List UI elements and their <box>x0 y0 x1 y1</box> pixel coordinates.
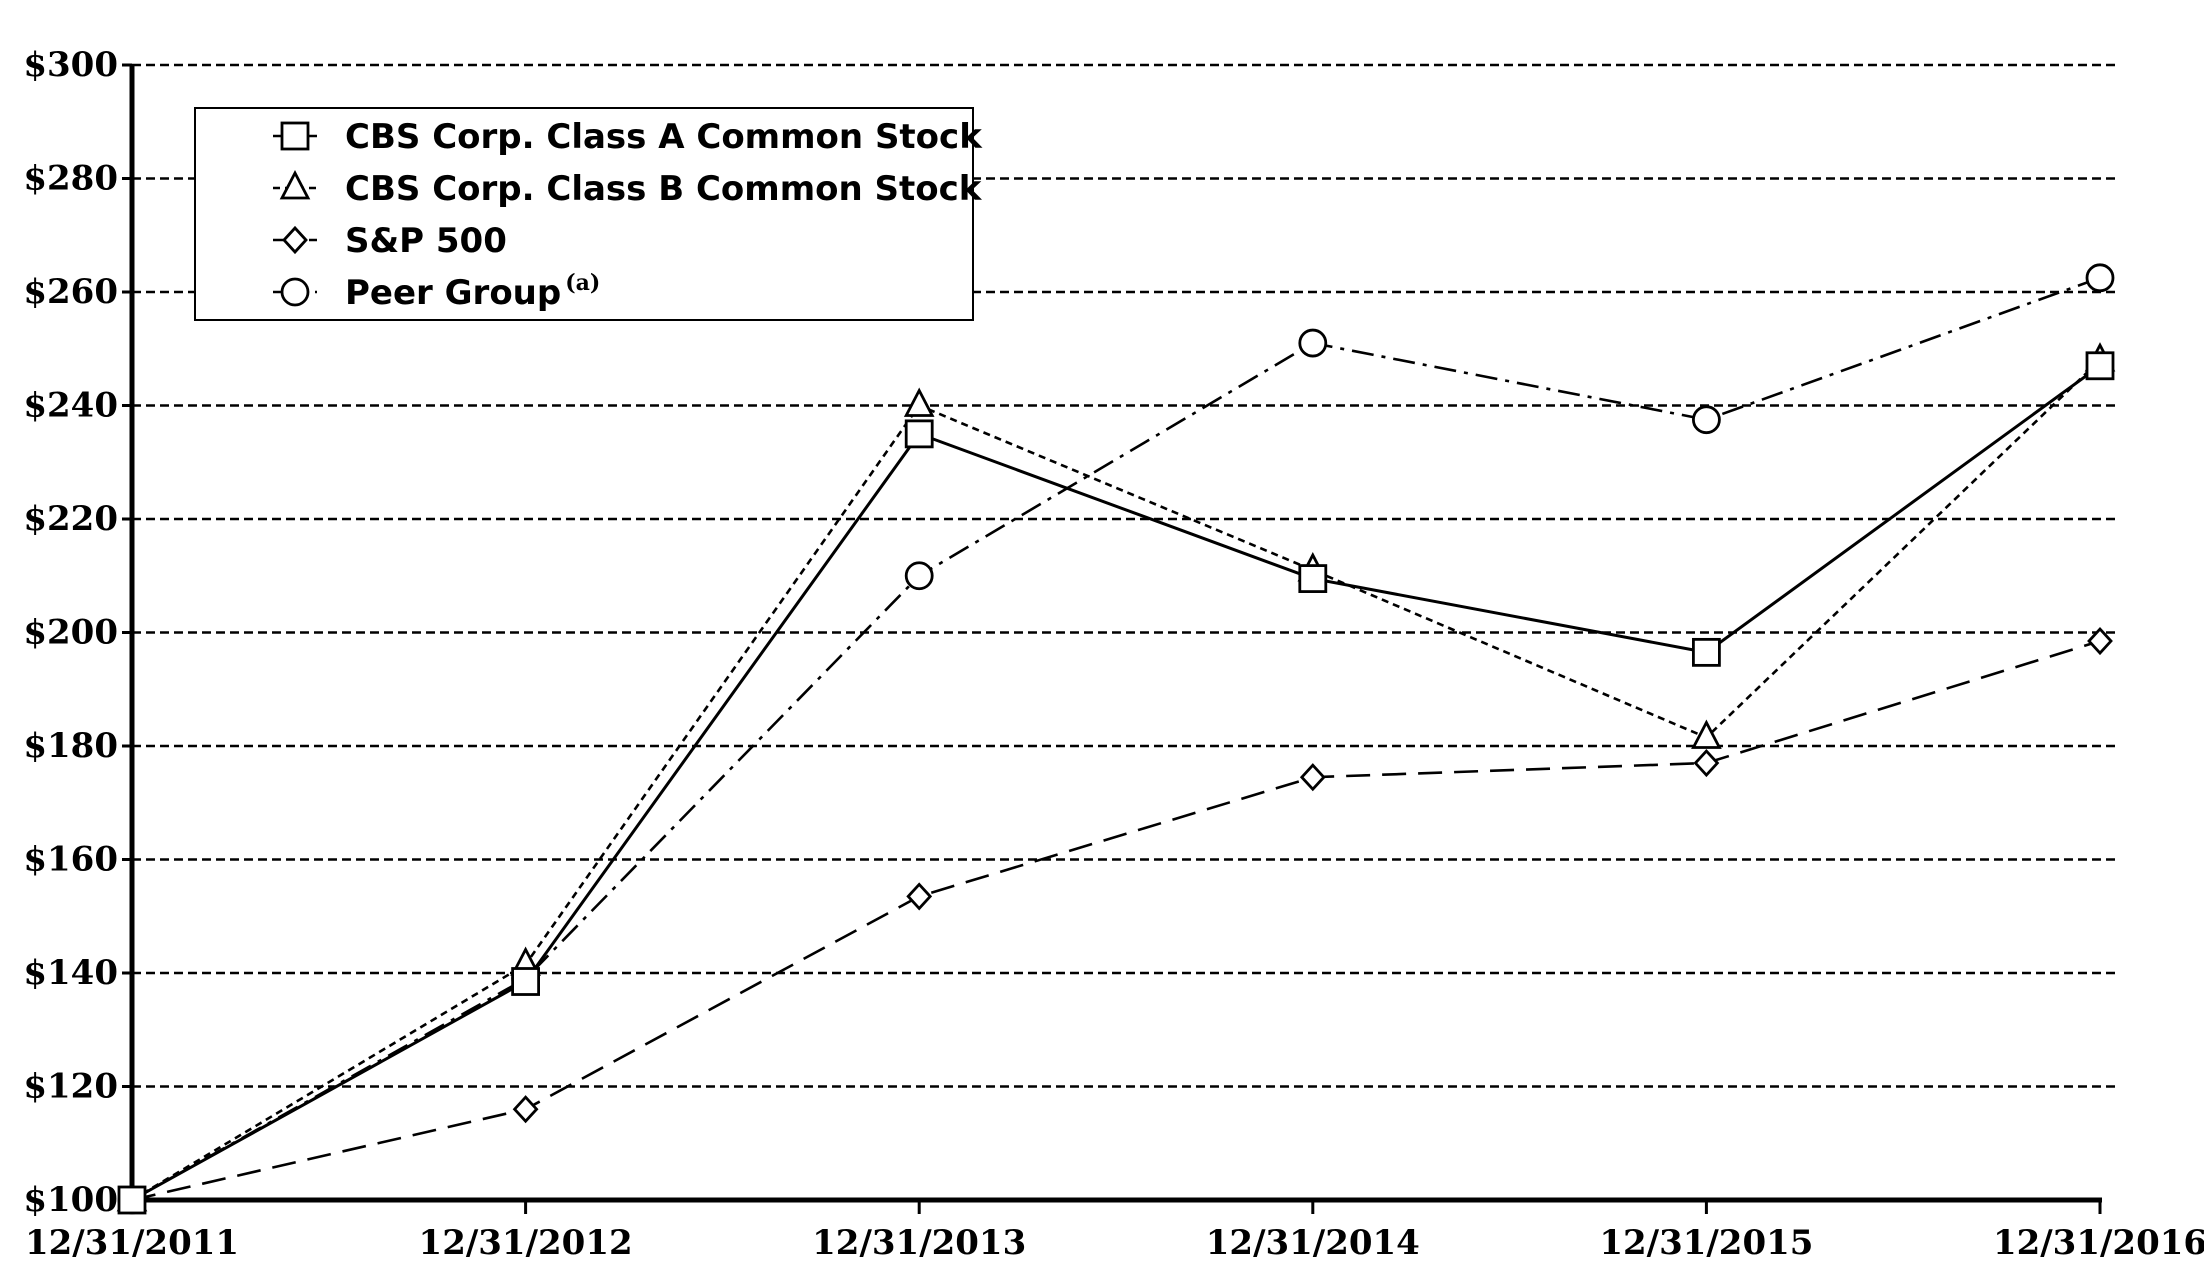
data-point-circle <box>904 561 934 591</box>
x-tick-label: 12/31/2014 <box>1206 1223 1420 1263</box>
legend: CBS Corp. Class A Common Stock CBS Corp. … <box>194 107 983 321</box>
series-square <box>131 364 2101 1202</box>
y-tick-label: $280 <box>23 159 118 199</box>
x-tick-label: 12/31/2015 <box>1599 1223 1813 1263</box>
legend-box <box>194 107 974 321</box>
data-point-diamond <box>282 225 308 255</box>
x-tick-label: 12/31/2012 <box>419 1223 633 1263</box>
series-line <box>131 276 2101 1202</box>
legend-entry: S&P 500 <box>273 221 507 261</box>
series-markers-circle <box>117 263 2115 1215</box>
data-point-diamond <box>2087 626 2113 656</box>
legend-label: S&P 500 <box>345 221 507 261</box>
data-point-diamond <box>1299 763 1326 792</box>
data-point-circle <box>1692 405 1721 435</box>
data-point-square <box>1692 637 1721 667</box>
series-markers-square <box>117 351 2115 1215</box>
data-point-triangle <box>903 387 935 417</box>
data-point-square <box>1298 564 1328 593</box>
legend-label: CBS Corp. Class B Common Stock <box>345 169 983 209</box>
series-markers-diamond <box>119 626 2113 1215</box>
data-point-triangle <box>1691 719 1722 749</box>
legend-label: CBS Corp. Class A Common Stock <box>345 117 983 157</box>
data-point-circle <box>2085 263 2115 293</box>
y-tick-label: $120 <box>23 1067 118 1107</box>
series-markers-triangle <box>116 342 2116 1212</box>
data-point-triangle <box>279 169 311 200</box>
data-point-circle <box>1298 328 1328 358</box>
data-point-square <box>2085 351 2115 381</box>
data-point-diamond <box>1693 748 1720 778</box>
data-point-diamond <box>512 1095 539 1124</box>
gridlines <box>132 63 2120 1088</box>
x-tick-label: 12/31/2011 <box>25 1223 239 1263</box>
data-point-square <box>904 419 934 449</box>
y-tick-label: $220 <box>23 499 118 539</box>
y-tick-label: $260 <box>23 272 118 312</box>
series-line <box>131 359 2101 1202</box>
y-tick-label: $300 <box>23 45 118 85</box>
y-tick-label: $200 <box>23 613 118 653</box>
x-tick-label: 12/31/2013 <box>812 1223 1026 1263</box>
y-tick-label: $100 <box>23 1180 118 1220</box>
legend-superscript: (a) <box>565 270 600 296</box>
series-line <box>131 364 2101 1202</box>
axes: $100 $120 $140 $160 $180 $200 $220 $240 $260 $280… <box>23 45 2204 1263</box>
y-tick-label: $180 <box>23 726 118 766</box>
legend-entry: CBS Corp. Class A Common Stock <box>273 117 983 157</box>
series-lines <box>116 263 2116 1215</box>
data-point-diamond <box>906 882 933 911</box>
data-point-circle <box>280 277 310 307</box>
y-tick-label: $240 <box>23 386 118 426</box>
series-circle <box>131 276 2101 1202</box>
data-point-square <box>511 967 540 996</box>
x-tick-label: 12/31/2016 <box>1993 1223 2204 1263</box>
legend-entry: Peer Group (a) <box>273 270 600 313</box>
y-tick-label: $160 <box>23 840 118 880</box>
series-triangle <box>131 359 2101 1202</box>
data-point-square <box>280 121 310 151</box>
legend-entry: CBS Corp. Class B Common Stock <box>273 169 983 209</box>
y-tick-label: $140 <box>23 953 118 993</box>
data-point-square <box>117 1185 147 1215</box>
series-diamond <box>131 639 2101 1202</box>
series-line <box>131 639 2101 1202</box>
legend-label: Peer Group (a) <box>345 270 600 313</box>
